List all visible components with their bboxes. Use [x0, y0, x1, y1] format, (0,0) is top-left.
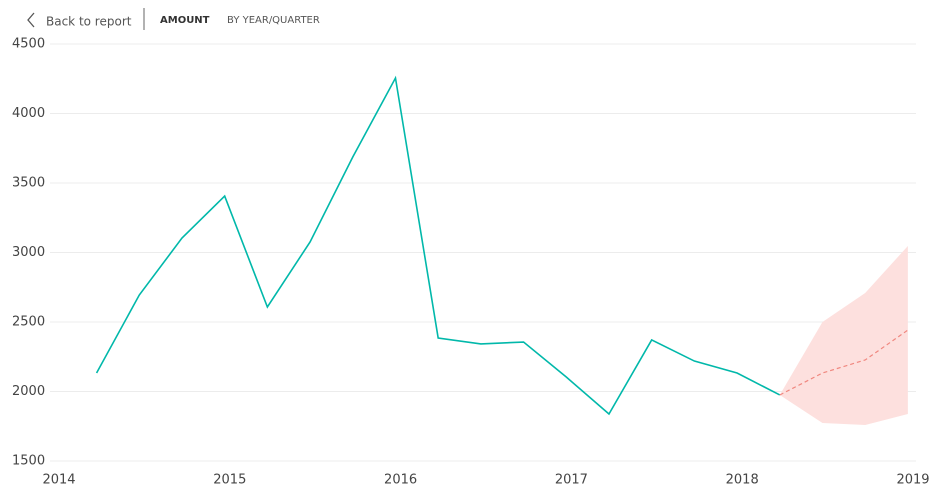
y-tick-label: 4000: [12, 106, 45, 121]
y-tick-label: 1500: [12, 454, 45, 469]
x-tick-label: 2016: [384, 473, 417, 488]
x-tick-label: 2019: [896, 473, 929, 488]
y-tick-label: 3500: [12, 176, 45, 191]
y-tick-label: 4500: [12, 37, 45, 52]
back-chevron[interactable]: [27, 12, 35, 28]
y-tick-label: 3000: [12, 245, 45, 260]
forecast-line: [779, 329, 909, 396]
y-tick-label: 2500: [12, 315, 45, 330]
x-tick-label: 2015: [213, 473, 246, 488]
forecast-band: [779, 245, 908, 425]
tab-amount[interactable]: AMOUNT: [160, 15, 210, 26]
series-line: [95, 75, 781, 416]
x-tick-label: 2014: [42, 473, 75, 488]
x-tick-label: 2018: [726, 473, 759, 488]
tab-period[interactable]: BY YEAR/QUARTER: [227, 15, 320, 26]
y-tick-label: 2000: [12, 384, 45, 399]
x-tick-label: 2017: [555, 473, 588, 488]
back-link[interactable]: Back to report: [46, 15, 132, 29]
